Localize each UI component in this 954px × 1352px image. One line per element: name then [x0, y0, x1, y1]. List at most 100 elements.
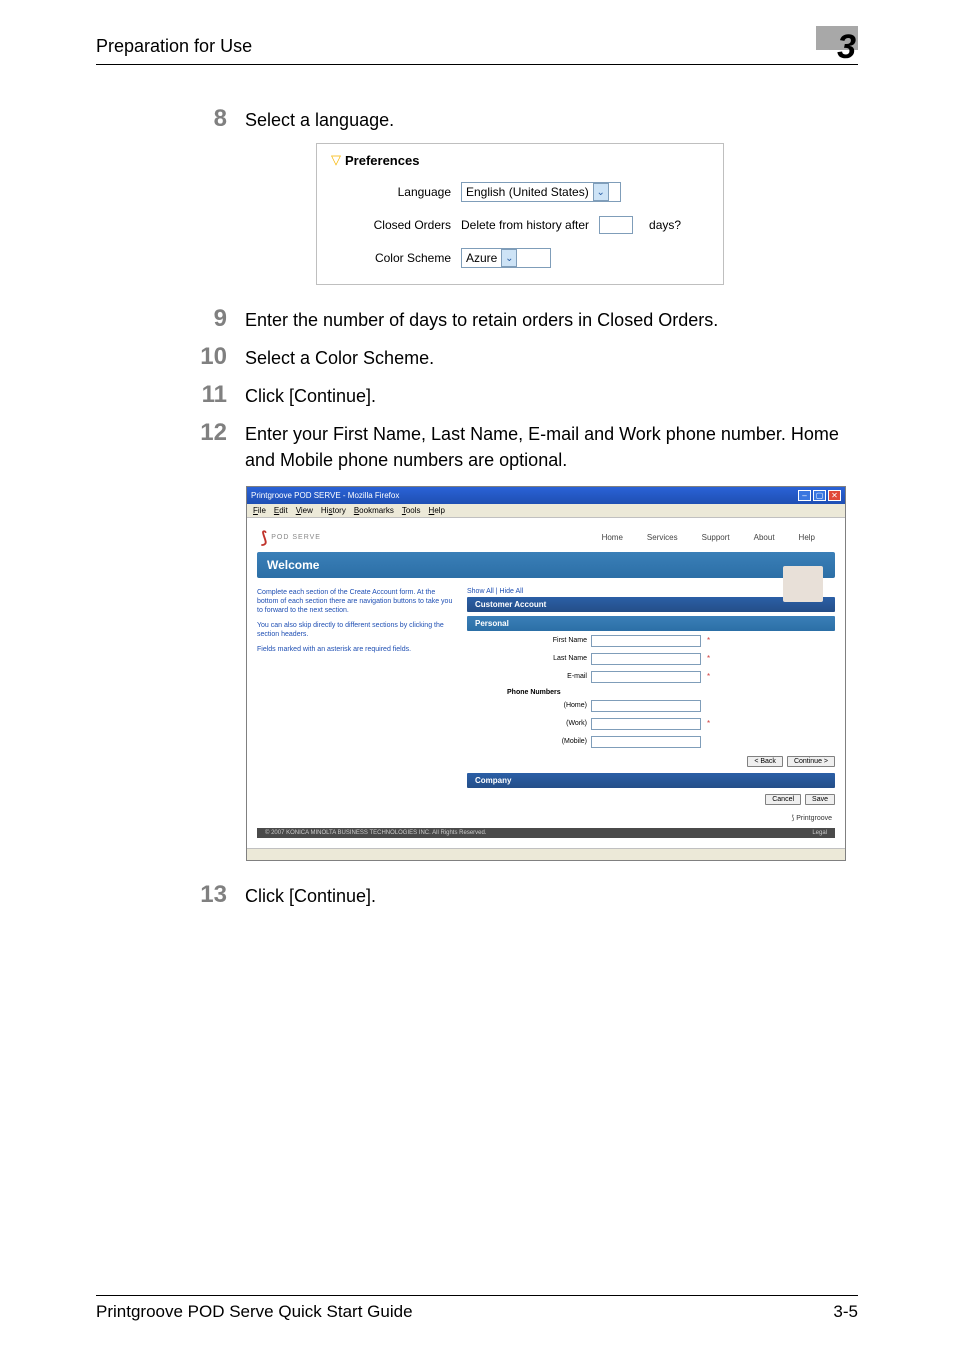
page-footer-bar: © 2007 KONICA MINOLTA BUSINESS TECHNOLOG…: [257, 828, 835, 838]
chevron-down-icon: ⌄: [501, 249, 517, 267]
step-number: 10: [191, 343, 227, 371]
required-icon: *: [707, 672, 710, 681]
work-phone-input[interactable]: [591, 718, 701, 730]
avatar-image: [783, 566, 823, 602]
step-number: 9: [191, 305, 227, 333]
logo-text: POD SERVE: [271, 534, 321, 541]
phone-numbers-heading: Phone Numbers: [507, 689, 835, 696]
instructions-pane: Complete each section of the Create Acco…: [257, 588, 457, 822]
browser-statusbar: [247, 848, 845, 860]
instruction-p2: You can also skip directly to different …: [257, 621, 457, 639]
menu-file[interactable]: File: [253, 506, 266, 515]
step-text: Enter your First Name, Last Name, E-mail…: [245, 421, 856, 473]
nav-help[interactable]: Help: [799, 533, 815, 542]
first-name-input[interactable]: [591, 635, 701, 647]
personal-section[interactable]: Personal: [467, 616, 835, 631]
chevron-down-icon: ⌄: [593, 183, 609, 201]
show-hide-link[interactable]: Show All | Hide All: [467, 588, 835, 595]
company-section[interactable]: Company: [467, 773, 835, 788]
cancel-button[interactable]: Cancel: [765, 794, 801, 805]
back-button[interactable]: < Back: [747, 756, 783, 767]
expand-icon: ▽: [331, 152, 341, 168]
step-text: Enter the number of days to retain order…: [245, 307, 718, 333]
chapter-number: 3: [837, 28, 856, 67]
home-phone-input[interactable]: [591, 700, 701, 712]
closed-orders-pre: Delete from history after: [461, 218, 589, 232]
closed-orders-suffix: days?: [649, 218, 681, 232]
step-9: 9 Enter the number of days to retain ord…: [191, 305, 856, 333]
welcome-heading: Welcome: [257, 552, 835, 578]
nav-support[interactable]: Support: [702, 533, 730, 542]
close-icon[interactable]: ✕: [828, 490, 841, 501]
step-text: Select a language.: [245, 107, 394, 133]
brand-badge: ⟆ Printgroove: [789, 814, 835, 823]
step-8: 8 Select a language.: [191, 105, 856, 133]
preferences-title: Preferences: [345, 153, 419, 168]
language-select[interactable]: English (United States) ⌄: [461, 182, 621, 202]
color-scheme-select[interactable]: Azure ⌄: [461, 248, 551, 268]
customer-account-section[interactable]: Customer Account: [467, 597, 835, 612]
color-scheme-label: Color Scheme: [331, 251, 451, 265]
nav-home[interactable]: Home: [602, 533, 623, 542]
step-text: Click [Continue].: [245, 883, 376, 909]
language-row: Language English (United States) ⌄: [331, 182, 709, 202]
closed-orders-label: Closed Orders: [331, 218, 451, 232]
preferences-panel: ▽ Preferences Language English (United S…: [316, 143, 724, 285]
continue-button[interactable]: Continue >: [787, 756, 835, 767]
closed-orders-row: Closed Orders Delete from history after …: [331, 216, 709, 234]
nav-services[interactable]: Services: [647, 533, 678, 542]
logo-icon: ⟆: [261, 528, 267, 548]
legal-link[interactable]: Legal: [812, 830, 827, 836]
menu-tools[interactable]: Tools: [402, 506, 421, 515]
language-label: Language: [331, 185, 451, 199]
browser-screenshot: Printgroove POD SERVE - Mozilla Firefox …: [246, 486, 846, 861]
footer-title: Printgroove POD Serve Quick Start Guide: [96, 1302, 413, 1322]
step-number: 12: [191, 419, 227, 447]
menu-view[interactable]: View: [296, 506, 313, 515]
required-icon: *: [707, 654, 710, 663]
step-10: 10 Select a Color Scheme.: [191, 343, 856, 371]
last-name-input[interactable]: [591, 653, 701, 665]
menu-edit[interactable]: Edit: [274, 506, 288, 515]
maximize-icon[interactable]: ▢: [813, 490, 826, 501]
required-icon: *: [707, 719, 710, 728]
home-phone-label: (Home): [467, 702, 587, 709]
footer-page: 3-5: [833, 1302, 858, 1322]
mobile-phone-label: (Mobile): [467, 738, 587, 745]
menu-bookmarks[interactable]: Bookmarks: [354, 506, 394, 515]
instruction-p3: Fields marked with an asterisk are requi…: [257, 645, 457, 654]
work-phone-label: (Work): [467, 720, 587, 727]
copyright: © 2007 KONICA MINOLTA BUSINESS TECHNOLOG…: [265, 830, 487, 836]
minimize-icon[interactable]: –: [798, 490, 811, 501]
step-11: 11 Click [Continue].: [191, 381, 856, 409]
window-title: Printgroove POD SERVE - Mozilla Firefox: [251, 491, 399, 500]
color-scheme-row: Color Scheme Azure ⌄: [331, 248, 709, 268]
top-nav: ⟆ POD SERVE Home Services Support About …: [257, 524, 835, 552]
document-footer: Printgroove POD Serve Quick Start Guide …: [96, 1295, 858, 1322]
save-button[interactable]: Save: [805, 794, 835, 805]
step-text: Click [Continue].: [245, 383, 376, 409]
browser-menubar: File Edit View History Bookmarks Tools H…: [247, 504, 845, 518]
last-name-label: Last Name: [467, 655, 587, 662]
step-13: 13 Click [Continue].: [191, 881, 856, 909]
days-input[interactable]: [599, 216, 633, 234]
instruction-p1: Complete each section of the Create Acco…: [257, 588, 457, 615]
window-titlebar: Printgroove POD SERVE - Mozilla Firefox …: [247, 487, 845, 504]
nav-about[interactable]: About: [754, 533, 775, 542]
menu-help[interactable]: Help: [429, 506, 445, 515]
email-label: E-mail: [467, 673, 587, 680]
email-input[interactable]: [591, 671, 701, 683]
first-name-label: First Name: [467, 637, 587, 644]
mobile-phone-input[interactable]: [591, 736, 701, 748]
step-number: 11: [191, 381, 227, 409]
color-scheme-value: Azure: [466, 251, 497, 265]
menu-history[interactable]: History: [321, 506, 346, 515]
required-icon: *: [707, 636, 710, 645]
chapter-badge: 3: [814, 30, 858, 62]
language-value: English (United States): [466, 185, 589, 199]
section-title: Preparation for Use: [96, 36, 814, 57]
step-number: 13: [191, 881, 227, 909]
step-12: 12 Enter your First Name, Last Name, E-m…: [191, 419, 856, 473]
step-text: Select a Color Scheme.: [245, 345, 434, 371]
step-number: 8: [191, 105, 227, 133]
